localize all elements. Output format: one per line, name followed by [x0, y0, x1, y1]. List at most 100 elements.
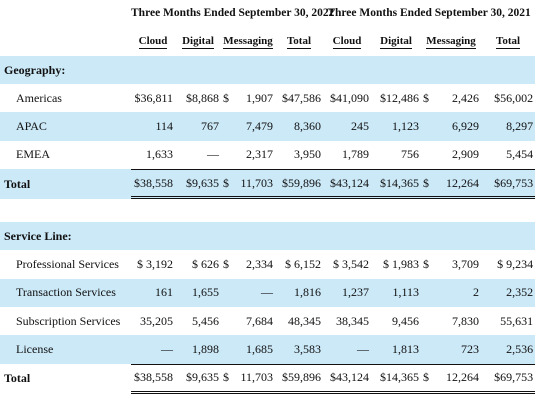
cell: 35,205 [140, 313, 173, 328]
cell: 1,237 [342, 285, 370, 300]
cell: — [357, 342, 370, 357]
cell: 7,479 [246, 119, 273, 134]
cell [421, 279, 435, 307]
cell: $ 626 [192, 256, 219, 271]
cell [221, 112, 235, 140]
cell: $38,558 [131, 363, 175, 394]
geography-section-header: Geography: [0, 56, 535, 84]
cell: 7,684 [246, 313, 273, 328]
cell: 8,297 [506, 119, 534, 134]
cell: $43,124 [323, 363, 372, 394]
cell: $ 3,192 [137, 256, 173, 271]
col-header: Messaging [426, 35, 476, 49]
cell: 6,929 [452, 119, 480, 134]
cell: 5,454 [506, 147, 534, 162]
cell [221, 279, 235, 307]
cell [421, 307, 435, 335]
section-title: Geography: [4, 62, 66, 77]
cell: $69,753 [481, 169, 535, 200]
table-row: Transaction Services 161 1,655 — 1,816 1… [0, 278, 535, 307]
cell: 1,123 [392, 119, 420, 134]
cell: $ [423, 90, 430, 105]
cell [421, 335, 435, 363]
col-header: Messaging [223, 35, 273, 49]
row-label: Americas [16, 90, 62, 105]
cell: $59,896 [275, 363, 324, 394]
service-line-total-row: Total $38,558 $9,635 $ 11,703 $59,896 $4… [0, 363, 535, 394]
cell: 2 [473, 285, 480, 300]
section-title: Service Line: [4, 228, 72, 243]
cell: $ [423, 256, 430, 271]
cell: 48,345 [288, 313, 322, 328]
period-2021-header: Three Months Ended September 30, 2021 [327, 7, 531, 19]
col-header: Cloud [138, 35, 168, 49]
col-header: Total [496, 35, 521, 49]
cell: $56,002 [494, 90, 534, 105]
table-row: Subscription Services 35,205 5,456 7,684… [0, 307, 535, 335]
cell [221, 335, 235, 363]
cell: 1,816 [294, 285, 322, 300]
cell: 1,685 [246, 342, 273, 357]
cell [421, 141, 435, 169]
cell: $9,635 [175, 169, 221, 200]
cell: $ 6,152 [285, 256, 322, 271]
geography-total-row: Total $38,558 $9,635 $ 11,703 $59,896 $4… [0, 169, 535, 200]
cell: $38,558 [131, 169, 175, 200]
table-row: License — 1,898 1,685 3,583 — 1,813 723 … [0, 335, 535, 364]
cell: $8,868 [186, 90, 219, 105]
cell: $14,365 [371, 169, 422, 200]
col-header: Digital [380, 35, 412, 49]
cell: $ [223, 256, 229, 271]
cell [221, 307, 235, 335]
cell: 9,456 [392, 313, 420, 328]
cell: $ [421, 363, 436, 394]
cell: 38,345 [336, 313, 370, 328]
row-label: Subscription Services [16, 313, 121, 328]
cell: 12,264 [435, 363, 482, 394]
cell: 3,950 [294, 147, 322, 162]
cell: 767 [201, 119, 219, 134]
cell: 1,633 [146, 147, 173, 162]
row-label: Transaction Services [16, 285, 116, 300]
cell: 723 [461, 342, 480, 357]
cell: 114 [155, 119, 173, 134]
cell: 2,352 [506, 285, 534, 300]
cell: 1,113 [392, 285, 420, 300]
table-row: Professional Services $ 3,192 $ 626 $ 2,… [0, 250, 535, 278]
cell: 2,317 [246, 147, 273, 162]
cell: $ [421, 169, 436, 200]
cell: 2,909 [452, 147, 480, 162]
table-row: APAC 114 767 7,479 8,360 245 1,123 6,929… [0, 112, 535, 141]
row-label: Total [4, 176, 31, 191]
cell: $41,090 [330, 90, 370, 105]
cell: 1,789 [342, 147, 370, 162]
cell: 3,709 [452, 256, 480, 271]
cell: $ [223, 90, 229, 105]
cell: 5,456 [192, 313, 219, 328]
cell: $9,635 [175, 363, 221, 394]
cell: — [261, 285, 273, 300]
row-label: EMEA [16, 147, 50, 162]
table-row: EMEA 1,633 — 2,317 3,950 1,789 756 2,909… [0, 141, 535, 169]
cell: $43,124 [323, 169, 372, 200]
cell: 245 [351, 119, 370, 134]
cell: $ [221, 363, 235, 394]
cell: $36,811 [134, 90, 173, 105]
cell: $ [221, 169, 235, 200]
service-line-section-header: Service Line: [0, 222, 535, 251]
cell: 1,655 [192, 285, 219, 300]
cell: 756 [401, 147, 420, 162]
cell: $12,486 [380, 90, 420, 105]
cell: 1,898 [192, 342, 219, 357]
cell: 55,631 [500, 313, 534, 328]
cell: — [161, 342, 173, 357]
period-header-row: Three Months Ended September 30, 2022 Th… [0, 0, 535, 26]
col-header: Digital [182, 35, 214, 49]
cell: 12,264 [435, 169, 482, 200]
period-2022-header: Three Months Ended September 30, 2022 [131, 7, 335, 19]
cell: $14,365 [371, 363, 422, 394]
cell: 1,813 [392, 342, 420, 357]
col-header: Total [286, 35, 312, 49]
cell [221, 141, 235, 169]
cell: $47,586 [282, 90, 322, 105]
